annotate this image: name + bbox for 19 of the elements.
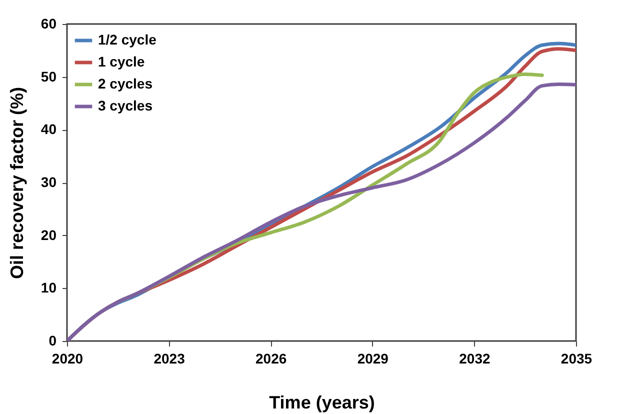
y-tick-label: 40 [40, 121, 57, 138]
x-tick-label: 2023 [154, 350, 186, 366]
x-axis-title: Time (years) [269, 392, 375, 412]
legend-label: 1/2 cycle [98, 32, 157, 48]
legend-label: 1 cycle [98, 54, 145, 70]
legend-label: 3 cycles [98, 98, 153, 114]
y-tick-label: 60 [40, 16, 57, 32]
y-axis-title: Oil recovery factor (%) [6, 86, 27, 280]
y-tick-label: 50 [40, 68, 57, 84]
x-tick-label: 2026 [256, 350, 287, 366]
x-tick-label: 2029 [357, 350, 389, 366]
x-tick-label: 2035 [560, 350, 592, 366]
y-tick-label: 30 [40, 174, 57, 190]
legend-label: 2 cycles [98, 76, 153, 92]
y-tick-label: 10 [40, 280, 57, 296]
y-tick-label: 20 [40, 226, 57, 243]
y-tick-label: 0 [48, 332, 57, 348]
x-tick-label: 2020 [52, 350, 84, 366]
x-tick-label: 2032 [459, 350, 490, 366]
